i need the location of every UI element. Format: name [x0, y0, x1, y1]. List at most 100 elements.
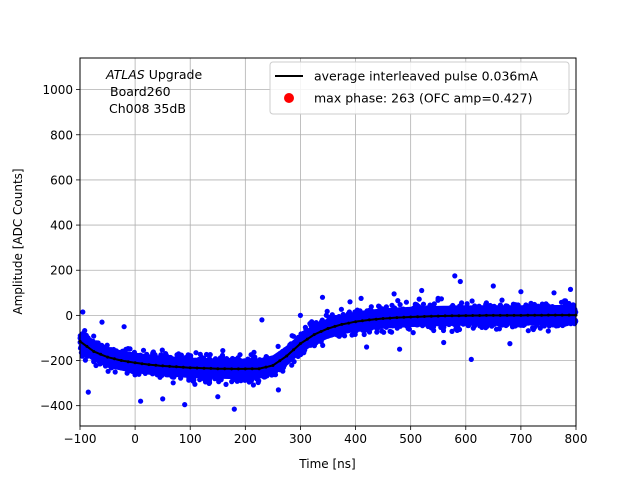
sample-point [365, 325, 371, 331]
sample-point [148, 368, 154, 374]
sample-point [309, 338, 315, 344]
atlas-upgrade: Upgrade [145, 67, 203, 82]
sample-point [107, 361, 113, 367]
sample-point [329, 315, 336, 321]
axis-ticks: −100 0 100 200 300 400 500 600 700 800 −400 −200 0 20… [40, 83, 587, 446]
sample-point [94, 346, 101, 352]
sample-point [458, 316, 464, 323]
sample-point [559, 306, 565, 312]
sample-point [154, 372, 160, 378]
average-pulse-marker [250, 367, 254, 371]
sample-point [272, 357, 278, 363]
average-pulse-marker [154, 363, 158, 367]
average-pulse-marker [236, 367, 240, 371]
sample-point [342, 333, 348, 339]
sample-point [235, 363, 241, 369]
sample-point [520, 322, 527, 328]
average-pulse-marker [230, 367, 234, 371]
y-tick-label: 800 [50, 128, 73, 142]
sample-point [177, 354, 183, 360]
average-pulse-marker [422, 315, 426, 318]
average-pulse-marker [271, 364, 275, 367]
sample-point [290, 342, 296, 348]
sample-point [567, 286, 574, 292]
sample-point [253, 370, 259, 376]
sample-point [523, 302, 529, 308]
sample-point [558, 299, 565, 305]
atlas-italic: ATLAS [105, 67, 145, 82]
sample-point [311, 321, 317, 327]
sample-point [400, 306, 406, 312]
sample-point [558, 316, 564, 322]
sample-point [466, 322, 472, 329]
sample-point [441, 317, 447, 323]
sample-point [510, 323, 516, 329]
average-pulse-marker [112, 357, 116, 361]
sample-point [160, 396, 166, 402]
sample-point [97, 361, 103, 367]
sample-point [226, 357, 232, 363]
average-pulse-marker [99, 352, 103, 356]
average-pulse-marker [340, 322, 344, 326]
sample-point [308, 342, 314, 348]
sample-point [223, 381, 229, 387]
sample-point [150, 351, 156, 357]
average-pulse-marker [388, 316, 392, 320]
sample-point [186, 374, 192, 380]
sample-point [379, 328, 385, 334]
sample-point [468, 356, 474, 362]
average-pulse-marker [484, 313, 488, 317]
sample-point [246, 379, 252, 385]
sample-point [123, 365, 129, 371]
sample-point [229, 361, 235, 368]
sample-point [468, 305, 474, 311]
average-pulse-marker [367, 318, 371, 322]
average-pulse-marker [285, 354, 289, 358]
sample-point [333, 327, 339, 333]
sample-point [416, 296, 422, 302]
x-tick-label: 200 [234, 432, 257, 446]
sample-point [275, 366, 281, 372]
sample-point [137, 352, 143, 358]
average-pulse-marker [478, 314, 482, 317]
sample-point [479, 324, 485, 330]
sample-point [212, 369, 218, 375]
average-pulse-marker [298, 342, 302, 346]
sample-point [349, 332, 355, 338]
x-tick-label: 500 [399, 432, 422, 446]
average-pulse-marker [498, 313, 502, 317]
sample-point [562, 318, 568, 324]
average-pulse-marker [223, 367, 227, 371]
sample-point [144, 351, 150, 357]
y-tick-label: −400 [40, 399, 73, 413]
sample-point [566, 310, 573, 316]
average-pulse-marker [443, 314, 447, 318]
x-tick-label: 0 [131, 432, 139, 446]
average-pulse-marker [305, 337, 309, 341]
sample-point [347, 299, 353, 305]
sample-point [476, 318, 482, 325]
sample-point [449, 328, 455, 334]
legend-dot-swatch [284, 93, 294, 103]
sample-point [368, 308, 374, 314]
sample-point [385, 312, 391, 318]
sample-point [80, 309, 86, 315]
sample-point [531, 316, 537, 322]
average-pulse-marker [540, 313, 544, 317]
sample-point [232, 374, 238, 380]
sample-point [562, 298, 569, 304]
sample-point [343, 315, 349, 321]
average-pulse-marker [216, 367, 220, 371]
sample-point [258, 362, 264, 368]
average-pulse-marker [450, 314, 454, 318]
legend: average interleaved pulse 0.036mA max ph… [269, 61, 570, 115]
sample-point [525, 328, 531, 334]
sample-point [82, 328, 88, 334]
average-pulse-marker [374, 317, 378, 321]
average-pulse-marker [92, 350, 96, 353]
average-pulse-marker [85, 344, 89, 348]
sample-point [383, 324, 389, 330]
legend-entry-max-phase: max phase: 263 (OFC amp=0.427) [314, 91, 532, 106]
sample-point [320, 319, 326, 325]
